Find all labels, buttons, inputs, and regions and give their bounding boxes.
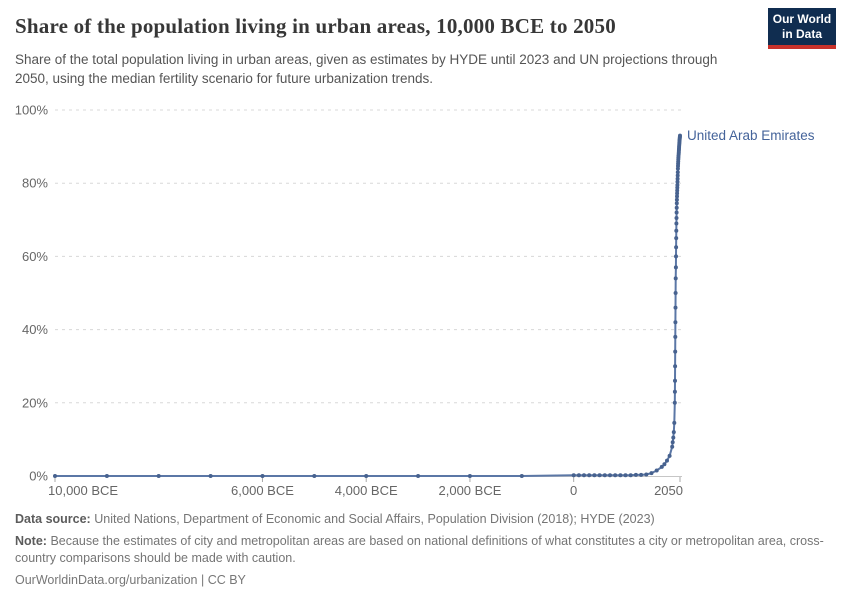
- y-axis-tick-label: 80%: [22, 176, 48, 191]
- data-point: [674, 201, 679, 206]
- data-point: [582, 473, 586, 478]
- data-point: [571, 473, 576, 478]
- data-point: [675, 179, 680, 184]
- x-axis-tick-label: 6,000 BCE: [231, 483, 294, 498]
- x-axis-tick-label: 4,000 BCE: [335, 483, 398, 498]
- data-point: [467, 474, 472, 478]
- note-line: Note: Because the estimates of city and …: [15, 533, 833, 568]
- note-label: Note:: [15, 533, 47, 548]
- data-point: [673, 291, 678, 295]
- chart-footer: Data source: United Nations, Department …: [15, 511, 833, 593]
- data-point: [671, 430, 676, 435]
- data-point: [608, 473, 612, 478]
- data-point: [672, 420, 677, 425]
- owid-logo: Our World in Data: [768, 8, 836, 49]
- data-point: [364, 474, 369, 478]
- data-point: [675, 173, 680, 178]
- note-text: Because the estimates of city and metrop…: [15, 533, 824, 566]
- data-point: [674, 205, 679, 210]
- series-line: [54, 134, 681, 477]
- data-point: [156, 474, 161, 478]
- data-point: [623, 473, 628, 478]
- data-point: [673, 334, 678, 339]
- data-point: [104, 474, 109, 478]
- data-point: [312, 474, 317, 478]
- data-point: [670, 440, 675, 445]
- data-point: [675, 176, 680, 181]
- data-point: [597, 473, 602, 478]
- data-point: [674, 221, 679, 226]
- data-point: [592, 473, 597, 478]
- data-point: [613, 473, 618, 478]
- data-point: [416, 474, 421, 478]
- data-point: [674, 216, 679, 220]
- data-point: [633, 472, 638, 477]
- data-point: [576, 473, 581, 478]
- chart-subtitle: Share of the total population living in …: [15, 52, 718, 86]
- data-point: [628, 473, 633, 478]
- data-point: [675, 170, 680, 175]
- data-point: [672, 389, 677, 394]
- entity-label: United Arab Emirates: [687, 128, 815, 143]
- logo-line-2: in Data: [781, 26, 822, 41]
- data-point: [673, 265, 678, 270]
- data-point: [672, 400, 677, 405]
- data-point: [673, 364, 678, 369]
- data-point: [662, 462, 667, 467]
- x-axis-tick-label: 2,000 BCE: [439, 483, 502, 498]
- data-point: [673, 276, 678, 281]
- data-point: [260, 474, 265, 478]
- y-axis-tick-label: 100%: [15, 103, 49, 118]
- data-point: [671, 435, 676, 440]
- data-point: [674, 245, 679, 250]
- data-point: [674, 254, 678, 259]
- data-point: [675, 194, 679, 199]
- logo-line-1: Our World: [772, 12, 832, 27]
- data-point: [665, 458, 669, 463]
- x-axis-tick-label: 2050: [654, 483, 683, 498]
- data-point: [644, 472, 649, 477]
- data-point: [675, 191, 680, 196]
- data-point: [675, 188, 680, 193]
- attribution-line: OurWorldinData.org/urbanization | CC BY: [15, 572, 246, 587]
- data-point: [649, 471, 654, 476]
- page-title: Share of the population living in urban …: [15, 14, 616, 38]
- data-point: [587, 473, 592, 478]
- data-point: [208, 474, 213, 478]
- data-point: [667, 453, 672, 458]
- data-point: [639, 472, 644, 477]
- x-axis-tick-label: 0: [570, 483, 577, 498]
- x-axis-tick-label: 10,000 BCE: [48, 483, 118, 498]
- data-point: [602, 473, 607, 478]
- y-axis-tick-label: 60%: [22, 249, 48, 264]
- data-point: [673, 320, 678, 325]
- data-point: [673, 349, 678, 354]
- data-point: [654, 468, 659, 473]
- data-point: [659, 464, 664, 469]
- y-axis-tick-label: 20%: [22, 395, 48, 410]
- data-point: [675, 183, 680, 187]
- data-point: [674, 197, 679, 202]
- data-point: [618, 473, 623, 478]
- data-point: [673, 305, 678, 310]
- data-point: [678, 133, 682, 138]
- data-source-line: Data source: United Nations, Department …: [15, 511, 833, 529]
- data-point: [673, 378, 677, 383]
- data-point: [519, 474, 524, 478]
- data-source-text: United Nations, Department of Economic a…: [94, 512, 655, 526]
- data-point: [674, 228, 679, 233]
- data-point: [53, 474, 57, 478]
- y-axis-tick-label: 0%: [29, 469, 48, 484]
- data-point: [670, 444, 675, 449]
- data-source-label: Data source:: [15, 512, 91, 526]
- data-point: [674, 210, 679, 215]
- y-axis-tick-label: 40%: [22, 322, 48, 337]
- data-point: [674, 236, 679, 241]
